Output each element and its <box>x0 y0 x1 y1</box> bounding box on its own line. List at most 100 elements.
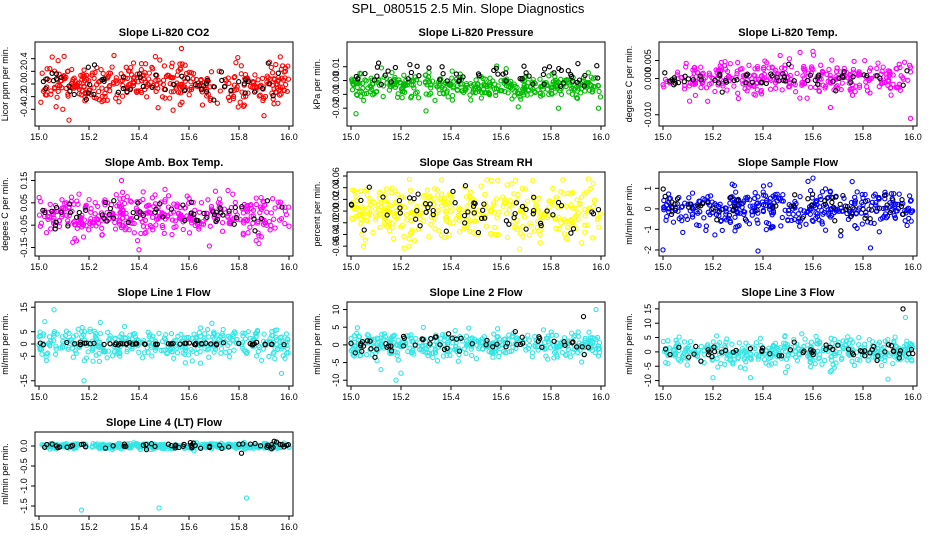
y-tick-label: -10 <box>331 374 341 387</box>
data-point <box>782 333 788 339</box>
data-point <box>705 198 711 204</box>
data-point <box>686 195 692 201</box>
data-point <box>42 318 48 325</box>
data-point <box>92 199 98 206</box>
x-tick-label: 15.0 <box>342 392 360 402</box>
data-point <box>113 192 119 198</box>
data-point <box>104 355 110 361</box>
data-point <box>276 92 283 98</box>
data-point <box>764 199 770 205</box>
data-point <box>81 77 88 84</box>
data-point <box>735 90 741 96</box>
data-point <box>149 84 155 90</box>
data-point <box>379 331 385 338</box>
data-point <box>861 72 867 78</box>
data-point <box>180 226 186 233</box>
x-tick-label: 16.0 <box>592 392 610 402</box>
data-point <box>722 361 728 368</box>
data-point <box>876 229 882 235</box>
data-point <box>661 207 667 213</box>
data-point <box>392 74 398 81</box>
panel-title: Slope Line 4 (LT) Flow <box>106 417 222 429</box>
data-point <box>121 200 128 207</box>
data-point <box>39 351 45 357</box>
x-tick-label: 16.0 <box>280 132 298 142</box>
data-point <box>562 231 568 237</box>
data-point <box>197 445 204 451</box>
data-point <box>537 76 543 82</box>
data-point <box>71 91 77 98</box>
data-point <box>890 360 896 367</box>
data-point <box>712 232 718 238</box>
data-point <box>897 348 904 354</box>
data-point <box>512 177 519 183</box>
data-point <box>764 60 770 66</box>
data-point <box>422 349 428 355</box>
data-point <box>482 191 488 198</box>
data-point <box>396 77 402 83</box>
data-point <box>590 180 596 187</box>
data-point <box>350 346 356 352</box>
data-point <box>692 92 699 99</box>
plot-frame <box>658 41 918 127</box>
data-point <box>496 353 502 360</box>
data-point <box>359 211 365 217</box>
data-point <box>372 206 379 212</box>
data-point <box>748 82 754 89</box>
data-point <box>153 77 159 84</box>
data-point <box>896 191 902 197</box>
data-point <box>231 329 238 335</box>
data-point <box>736 340 742 346</box>
x-tick-label: 15.2 <box>80 262 98 272</box>
data-point <box>892 215 899 221</box>
data-point <box>779 87 785 93</box>
data-point <box>358 221 364 227</box>
data-point <box>449 97 456 103</box>
data-point <box>117 340 124 347</box>
data-point <box>567 354 573 360</box>
data-point <box>689 211 696 218</box>
data-point <box>557 343 563 349</box>
data-point <box>856 82 863 88</box>
data-point <box>359 205 366 211</box>
data-point <box>486 82 493 89</box>
data-point <box>412 342 418 348</box>
data-point <box>517 208 523 214</box>
data-point <box>168 330 175 337</box>
data-point <box>850 205 856 211</box>
data-point <box>496 349 503 356</box>
data-point <box>902 218 908 224</box>
data-point <box>676 334 682 340</box>
data-point <box>831 336 838 343</box>
data-point <box>521 92 527 98</box>
x-tick-label: 15.8 <box>854 262 872 272</box>
data-point <box>716 212 722 219</box>
data-point <box>404 217 410 223</box>
data-point <box>882 189 888 195</box>
data-point <box>407 187 414 194</box>
data-point <box>837 201 843 207</box>
data-point <box>105 329 111 335</box>
data-point <box>878 362 885 369</box>
data-point <box>501 199 508 206</box>
data-point <box>134 237 141 244</box>
data-point <box>135 88 141 94</box>
data-point <box>427 193 433 199</box>
data-point <box>453 71 460 77</box>
data-point <box>368 346 374 352</box>
data-point <box>584 222 590 228</box>
data-point <box>491 331 497 337</box>
data-point <box>205 197 211 203</box>
data-point <box>470 203 477 209</box>
data-point <box>237 217 244 223</box>
data-point <box>235 104 241 110</box>
data-point <box>841 65 847 72</box>
y-tick-label: 0 <box>643 349 653 354</box>
data-point <box>124 88 130 95</box>
data-point <box>52 226 58 232</box>
data-point <box>240 103 247 109</box>
